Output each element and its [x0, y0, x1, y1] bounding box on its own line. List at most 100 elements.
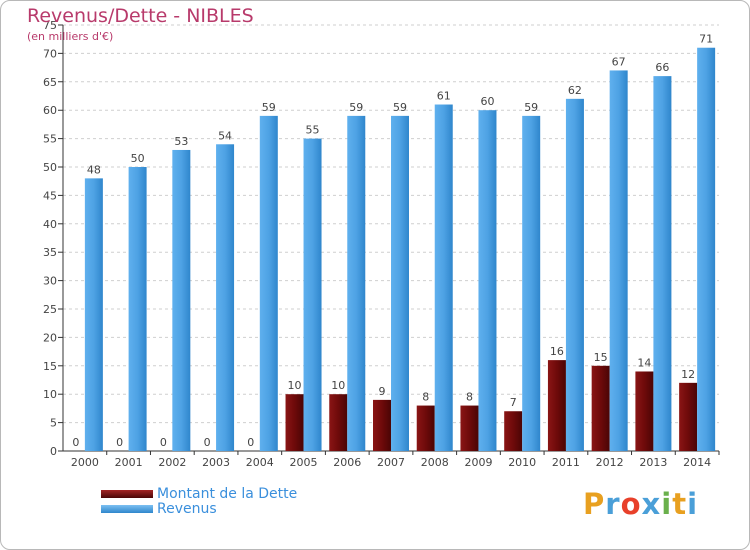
x-tick-label: 2012 [596, 456, 624, 469]
x-tick-label: 2013 [639, 456, 667, 469]
proxiti-logo: Proxiti [583, 487, 698, 521]
data-label-dette: 10 [331, 379, 345, 392]
bar-dette [547, 360, 566, 451]
y-tick-label: 40 [43, 218, 57, 231]
bar-revenus [478, 110, 497, 451]
bar-dette [416, 405, 435, 451]
x-tick-label: 2008 [421, 456, 449, 469]
bar-dette [329, 394, 348, 451]
logo-letter: t [672, 487, 688, 521]
y-tick-label: 65 [43, 76, 57, 89]
data-label-revenus: 59 [349, 101, 363, 114]
data-label-revenus: 59 [393, 101, 407, 114]
data-label-dette: 8 [422, 391, 429, 404]
legend-label-dette: Montant de la Dette [157, 486, 298, 502]
data-label-revenus: 59 [262, 101, 276, 114]
x-tick-label: 2001 [115, 456, 143, 469]
logo-letter: i [687, 487, 699, 521]
data-label-dette: 0 [160, 436, 167, 449]
data-label-revenus: 48 [87, 163, 101, 176]
x-tick-label: 2000 [71, 456, 99, 469]
data-label-dette: 0 [204, 436, 211, 449]
data-label-revenus: 55 [306, 124, 320, 137]
y-tick-label: 20 [43, 331, 57, 344]
bar-revenus [216, 144, 235, 451]
bar-revenus [522, 115, 541, 451]
legend-label-revenus: Revenus [157, 501, 217, 517]
y-tick-label: 25 [43, 303, 57, 316]
data-label-dette: 14 [637, 356, 651, 369]
data-label-revenus: 61 [437, 90, 451, 103]
logo-letter: o [620, 487, 642, 521]
data-label-dette: 0 [247, 436, 254, 449]
data-label-revenus: 59 [524, 101, 538, 114]
bar-revenus [653, 76, 672, 452]
bar-revenus [609, 70, 628, 451]
data-label-revenus: 62 [568, 84, 582, 97]
y-tick-label: 30 [43, 275, 57, 288]
bar-dette [504, 411, 523, 451]
chart-title: Revenus/Dette - NIBLES [27, 5, 254, 27]
data-label-dette: 8 [466, 391, 473, 404]
bar-revenus [434, 104, 453, 452]
bar-dette [285, 394, 304, 451]
data-label-dette: 12 [681, 368, 695, 381]
data-label-dette: 16 [550, 345, 564, 358]
bar-dette [591, 365, 610, 451]
data-label-revenus: 71 [699, 33, 713, 46]
data-label-dette: 10 [288, 379, 302, 392]
data-label-revenus: 67 [612, 55, 626, 68]
data-label-dette: 0 [116, 436, 123, 449]
x-tick-label: 2009 [464, 456, 492, 469]
x-tick-label: 2004 [246, 456, 274, 469]
x-tick-label: 2003 [202, 456, 230, 469]
data-label-dette: 7 [510, 396, 517, 409]
bar-revenus [259, 115, 278, 451]
chart-subtitle: (en milliers d'€) [27, 30, 114, 43]
logo-letter: r [605, 487, 621, 521]
bar-revenus [303, 138, 322, 451]
data-label-revenus: 54 [218, 129, 232, 142]
x-tick-label: 2006 [333, 456, 361, 469]
y-tick-label: 55 [43, 133, 57, 146]
x-tick-label: 2010 [508, 456, 536, 469]
bar-revenus [391, 115, 409, 451]
data-label-revenus: 66 [655, 61, 669, 74]
bar-revenus [565, 98, 584, 451]
x-tick-label: 2005 [290, 456, 318, 469]
data-label-dette: 0 [72, 436, 79, 449]
y-tick-label: 60 [43, 104, 57, 117]
y-tick-label: 10 [43, 388, 57, 401]
data-label-revenus: 50 [131, 152, 145, 165]
x-tick-label: 2007 [377, 456, 405, 469]
y-tick-label: 15 [43, 360, 57, 373]
data-label-dette: 9 [379, 385, 386, 398]
x-tick-label: 2002 [158, 456, 186, 469]
logo-letter: P [583, 487, 606, 521]
y-tick-label: 5 [50, 417, 57, 430]
x-tick-label: 2011 [552, 456, 580, 469]
logo-letter: i [661, 487, 673, 521]
y-tick-label: 70 [43, 47, 57, 60]
bar-dette [635, 371, 654, 451]
data-label-revenus: 60 [480, 95, 494, 108]
bar-revenus [128, 167, 147, 451]
bar-dette [460, 405, 479, 451]
bar-revenus [84, 178, 103, 452]
bar-revenus [697, 47, 716, 451]
y-tick-label: 50 [43, 161, 57, 174]
data-label-revenus: 53 [174, 135, 188, 148]
bar-dette [373, 399, 391, 451]
x-tick-label: 2014 [683, 456, 711, 469]
y-tick-label: 45 [43, 189, 57, 202]
data-label-dette: 15 [594, 351, 608, 364]
legend-swatch-dette [101, 490, 153, 498]
y-tick-label: 75 [43, 19, 57, 32]
y-tick-label: 0 [50, 445, 57, 458]
bar-dette [679, 382, 698, 451]
legend-swatch-revenus [101, 505, 153, 513]
logo-letter: x [641, 487, 662, 521]
y-tick-label: 35 [43, 246, 57, 259]
